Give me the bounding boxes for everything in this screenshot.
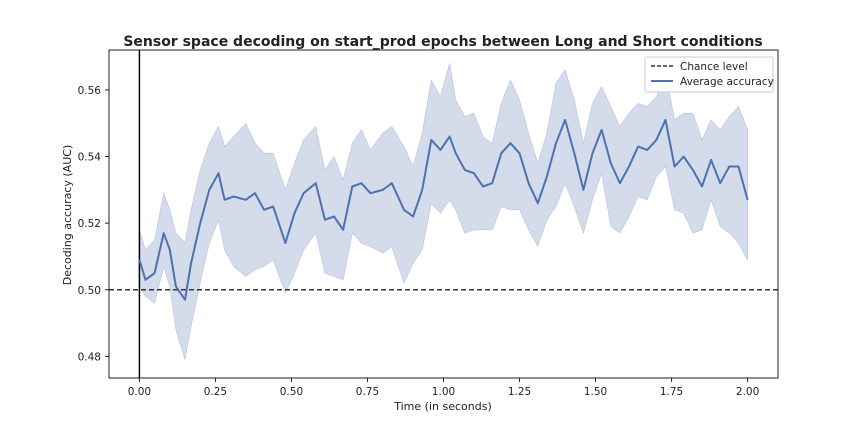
x-tick-label: 1.25	[508, 386, 531, 398]
x-tick-label: 1.50	[584, 386, 607, 398]
confidence-band-layer	[139, 63, 748, 360]
legend: Chance level Average accuracy	[644, 56, 774, 93]
y-axis-label: Decoding accuracy (AUC)	[61, 145, 74, 285]
y-tick-label: 0.50	[78, 285, 101, 297]
x-tick-label: 0.75	[356, 386, 379, 398]
x-tick-label: 2.00	[736, 386, 759, 398]
x-tick-label: 1.75	[660, 386, 683, 398]
y-tick-label: 0.48	[78, 351, 101, 363]
x-tick-label: 0.25	[204, 386, 227, 398]
y-tick-label: 0.56	[78, 85, 102, 97]
x-tick-label: 1.00	[432, 386, 455, 398]
legend-box	[644, 56, 774, 93]
y-axis-ticks: 0.48 0.50 0.52 0.54 0.56	[78, 85, 109, 363]
chart-title: Sensor space decoding on start_prod epoc…	[123, 34, 762, 50]
y-tick-label: 0.54	[78, 152, 102, 164]
x-axis-label: Time (in seconds)	[393, 400, 492, 413]
legend-accuracy-label: Average accuracy	[680, 76, 774, 88]
x-tick-label: 0.00	[128, 386, 151, 398]
x-axis-ticks: 0.00 0.25 0.50 0.75 1.00 1.25 1.50 1.75 2.00	[128, 378, 759, 398]
accuracy-confidence-band	[139, 63, 748, 360]
x-tick-label: 0.50	[280, 386, 303, 398]
legend-chance-label: Chance level	[680, 61, 748, 73]
y-tick-label: 0.52	[78, 218, 101, 230]
lines-layer	[109, 50, 778, 378]
average-accuracy-line	[138, 118, 749, 301]
